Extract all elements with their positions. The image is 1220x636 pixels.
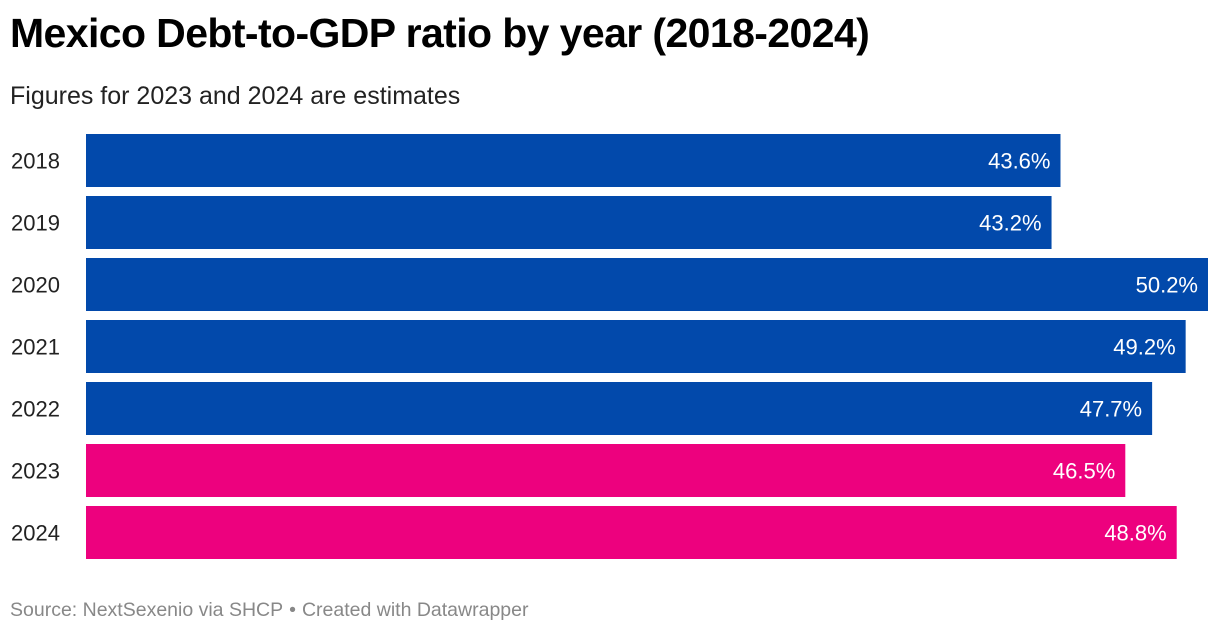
credit-note: Created with Datawrapper: [301, 599, 529, 621]
value-label: 46.5%: [1053, 459, 1115, 484]
bar: [86, 258, 1208, 311]
footer-separator: •: [289, 599, 296, 621]
bar: [86, 196, 1052, 249]
footer: Source: NextSexenio via SHCP • Created wit…: [10, 599, 528, 622]
category-label: 2018: [11, 149, 60, 174]
value-label: 49.2%: [1113, 335, 1175, 360]
category-label: 2019: [11, 211, 60, 236]
chart-title: Mexico Debt-to-GDP ratio by year (2018-2…: [10, 10, 870, 56]
bar: [86, 134, 1061, 187]
chart-subtitle: Figures for 2023 and 2024 are estimates: [10, 82, 461, 110]
value-label: 48.8%: [1104, 521, 1166, 546]
category-label: 2020: [11, 273, 60, 298]
bar-estimate: [86, 444, 1126, 497]
value-label: 50.2%: [1136, 273, 1198, 298]
category-label: 2021: [11, 335, 60, 360]
value-label: 43.2%: [979, 211, 1041, 236]
source-note: Source: NextSexenio via SHCP: [10, 599, 284, 621]
bar: [86, 382, 1153, 435]
category-label: 2023: [11, 459, 60, 484]
bar: [86, 320, 1186, 373]
value-label: 43.6%: [988, 149, 1050, 174]
category-label: 2024: [11, 521, 60, 546]
bar-estimate: [86, 506, 1177, 559]
value-label: 47.7%: [1080, 397, 1142, 422]
category-label: 2022: [11, 397, 60, 422]
